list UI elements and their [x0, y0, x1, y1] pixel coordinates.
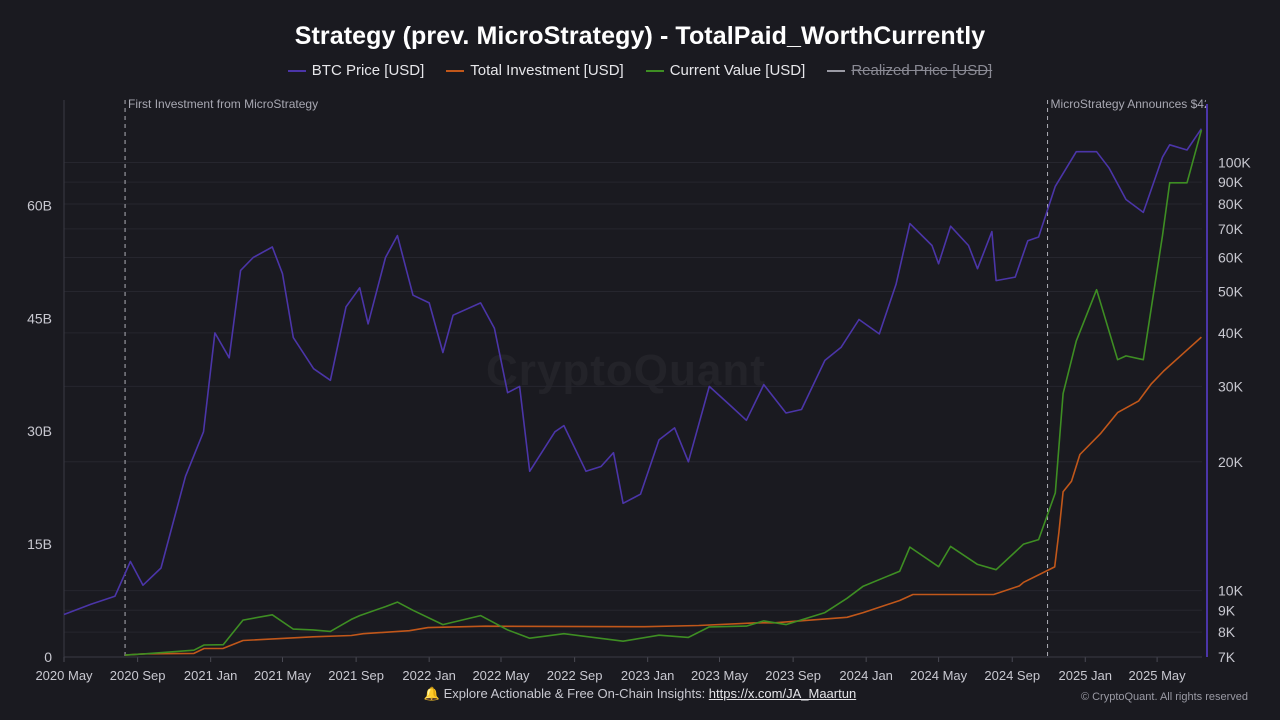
y-right-tick-label: 9K	[1218, 602, 1236, 618]
annotation-label: First Investment from MicroStrategy	[128, 97, 318, 111]
x-tick-label: 2023 Sep	[765, 668, 821, 683]
y-left-tick-label: 60B	[27, 197, 52, 213]
y-left-tick-label: 15B	[27, 536, 52, 552]
footer-text: 🔔 Explore Actionable & Free On-Chain Ins…	[423, 686, 709, 701]
x-tick-label: 2022 Sep	[547, 668, 603, 683]
x-tick-label: 2021 Sep	[328, 668, 384, 683]
x-tick-label: 2024 May	[910, 668, 968, 683]
x-tick-label: 2022 Jan	[402, 668, 456, 683]
legend-label: Realized Price [USD]	[851, 62, 993, 79]
legend-swatch	[645, 69, 664, 72]
legend-swatch	[827, 69, 846, 72]
y-left-tick-label: 30B	[27, 423, 52, 439]
y-right-tick-label: 70K	[1218, 221, 1244, 237]
y-right-tick-label: 90K	[1218, 174, 1244, 190]
chart-legend: BTC Price [USD] Total Investment [USD] Cur…	[0, 62, 1280, 79]
y-right-tick-label: 20K	[1218, 454, 1244, 470]
x-tick-label: 2024 Sep	[984, 668, 1040, 683]
y-right-tick-label: 7K	[1218, 649, 1236, 665]
x-tick-label: 2025 Jan	[1059, 668, 1113, 683]
x-tick-label: 2021 Jan	[184, 668, 238, 683]
legend-item[interactable]: BTC Price [USD]	[287, 62, 425, 79]
y-left-tick-label: 0	[44, 649, 52, 665]
x-tick-label: 2020 Sep	[110, 668, 166, 683]
series-line-total-investment-usd	[125, 336, 1202, 656]
x-tick-label: 2023 May	[691, 668, 749, 683]
legend-item[interactable]: Realized Price [USD]	[827, 62, 992, 79]
legend-item[interactable]: Total Investment [USD]	[446, 62, 624, 79]
x-tick-label: 2024 Jan	[839, 668, 893, 683]
legend-label: Total Investment [USD]	[470, 62, 624, 79]
series-line-btc-price-usd	[63, 128, 1203, 616]
y-right-tick-label: 40K	[1218, 325, 1244, 341]
footer-link[interactable]: https://x.com/JA_Maartun	[708, 686, 857, 701]
legend-swatch	[446, 69, 465, 72]
legend-label: Current Value [USD]	[669, 62, 806, 79]
x-tick-label: 2023 Jan	[621, 668, 675, 683]
legend-swatch	[287, 69, 306, 72]
y-right-tick-label: 80K	[1218, 196, 1244, 212]
annotation-label: MicroStrategy Announces $42B Investm	[1051, 97, 1264, 111]
x-tick-label: 2021 May	[254, 668, 312, 683]
footer-insights: 🔔 Explore Actionable & Free On-Chain Ins…	[0, 686, 1280, 702]
x-tick-label: 2022 May	[472, 668, 530, 683]
legend-item[interactable]: Current Value [USD]	[645, 62, 806, 79]
y-right-tick-label: 30K	[1218, 378, 1244, 394]
series-line-current-value-usd	[125, 129, 1203, 656]
legend-label: BTC Price [USD]	[311, 62, 425, 79]
x-tick-label: 2020 May	[35, 668, 93, 683]
y-right-tick-label: 10K	[1218, 583, 1244, 599]
y-left-tick-label: 45B	[27, 310, 52, 326]
y-right-tick-label: 50K	[1218, 283, 1244, 299]
y-right-tick-label: 60K	[1218, 250, 1244, 266]
chart-title: Strategy (prev. MicroStrategy) - TotalPa…	[294, 22, 986, 50]
y-right-tick-label: 100K	[1218, 155, 1251, 171]
copyright-text: © CryptoQuant. All rights reserved	[1080, 691, 1248, 703]
x-tick-label: 2025 May	[1129, 668, 1187, 683]
y-right-tick-label: 8K	[1218, 624, 1236, 640]
